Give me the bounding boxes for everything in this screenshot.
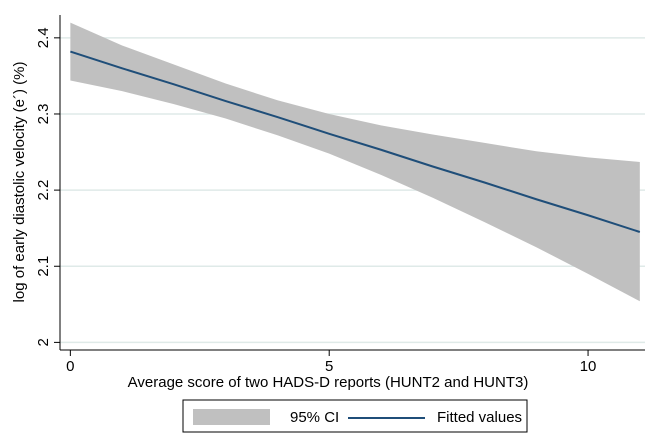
y-tick-label: 2.1 [35, 256, 52, 277]
legend-label: 95% CI [290, 409, 339, 426]
fitted-line [70, 50, 641, 233]
y-tick-label: 2.3 [35, 104, 52, 125]
y-tick-label: 2.4 [35, 27, 52, 48]
ci-band [70, 22, 640, 302]
legend: 95% CI Fitted values [193, 409, 522, 426]
legend-swatch [193, 409, 270, 425]
x-tick-label: 0 [66, 358, 74, 375]
y-tick-label: 2.2 [35, 180, 52, 201]
legend-label: Fitted values [437, 409, 522, 426]
y-tick-label: 2 [35, 338, 52, 346]
x-axis-label: Average score of two HADS-D reports (HUN… [128, 374, 529, 391]
x-tick-label: 5 [325, 358, 333, 375]
y-axis-label: log of early diastolic velocity (e´) (%) [11, 62, 28, 303]
x-tick-label: 10 [580, 358, 597, 375]
